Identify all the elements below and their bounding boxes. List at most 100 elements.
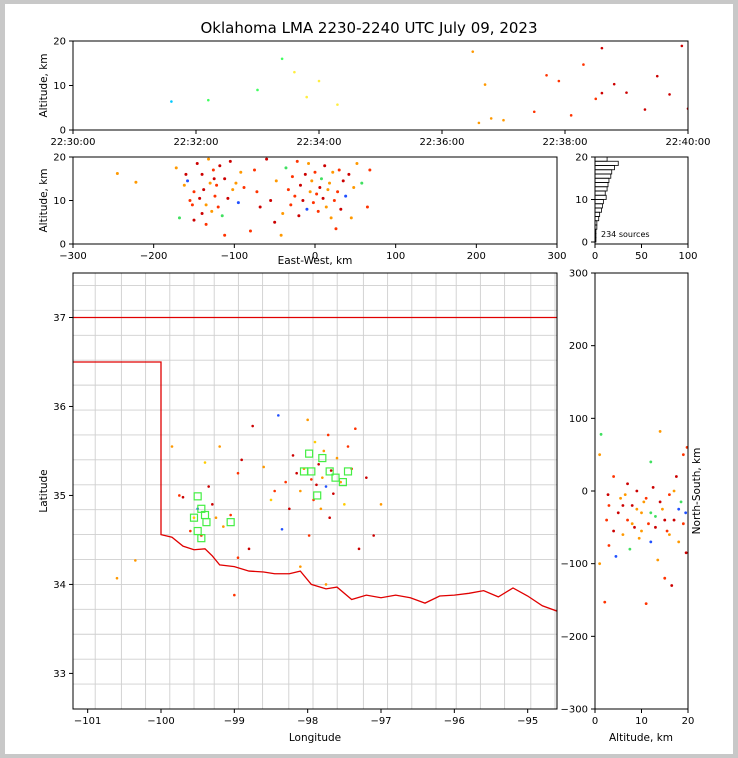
time-altitude-point: [600, 91, 604, 95]
ew-altitude-point: [344, 194, 348, 198]
altitude-ns-point: [649, 460, 653, 464]
ew-altitude-point: [212, 177, 216, 181]
ew-altitude-point: [337, 168, 341, 172]
time-altitude-point: [643, 108, 647, 111]
lma-station-marker: [307, 467, 316, 476]
ew-altitude-point: [223, 177, 227, 181]
altitude-ns-point: [665, 529, 669, 533]
time-altitude-point: [293, 70, 296, 74]
histogram-xtick-label: 100: [678, 251, 697, 262]
altitude-ns-point: [681, 453, 685, 457]
altitude-ns-point: [614, 555, 618, 558]
ew-altitude-point: [332, 199, 336, 202]
altitude-ns-ytick-label: 0: [582, 487, 588, 498]
altitude-ns-point: [616, 511, 620, 515]
map-xtick-label: −97: [370, 716, 391, 727]
ew-altitude-point: [308, 190, 312, 194]
lma-station-marker: [313, 491, 322, 500]
altitude-ns-point: [605, 518, 609, 522]
altitude-ns-point: [637, 536, 641, 540]
ew-altitude-point: [311, 201, 315, 205]
ew-altitude-point: [307, 162, 311, 166]
altitude-ns-point: [644, 496, 648, 500]
map-source-point: [335, 456, 339, 460]
time-altitude-point: [170, 100, 173, 103]
ew-altitude-point: [301, 199, 305, 202]
ew-altitude-point: [192, 218, 196, 222]
map-source-point: [307, 534, 311, 537]
map-source-point: [372, 534, 375, 537]
map-xtick-label: −96: [444, 716, 465, 727]
map-source-point: [211, 503, 214, 506]
map-source-point: [365, 476, 368, 479]
time-altitude-points: [170, 44, 688, 125]
altitude-ns-point: [684, 551, 688, 555]
ew-altitude-point: [188, 199, 192, 202]
histogram-bar: [594, 203, 603, 209]
ew-altitude-point: [289, 203, 293, 207]
altitude-ns-point: [658, 500, 662, 504]
ew-altitude-point: [198, 196, 202, 200]
ew-altitude-point: [323, 164, 327, 168]
ew-altitude-xtick-label: −300: [59, 251, 86, 262]
altitude-ns-point: [649, 540, 653, 544]
histogram-bar: [594, 182, 609, 188]
altitude-ns-point: [626, 482, 629, 486]
lma-station-marker: [325, 467, 334, 476]
ew-altitude-point: [318, 185, 322, 189]
time-altitude-point: [655, 74, 659, 78]
ew-altitude-point: [190, 203, 194, 207]
ew-altitude-point: [215, 183, 219, 187]
map-source-point: [328, 516, 331, 519]
ew-altitude-xlabel: East-West, km: [278, 255, 353, 267]
map-ytick-label: 35: [53, 491, 66, 502]
ew-altitude-point: [368, 168, 372, 172]
map-source-point: [324, 485, 328, 488]
time-altitude-xtick-label: 22:32:00: [174, 137, 219, 148]
histogram-bar: [594, 169, 613, 175]
histogram-source-count: 234 sources: [601, 230, 650, 239]
ew-altitude-xtick-label: −100: [221, 251, 248, 262]
map-source-point: [291, 454, 295, 457]
map-source-point: [262, 465, 265, 469]
ew-altitude-panel: −300 −200 −100 0 100 200 300 0 10 20 Altitude, km…: [38, 153, 567, 268]
histogram-bar: [594, 177, 610, 183]
map-source-point: [379, 503, 383, 506]
ew-altitude-xtick-label: 300: [547, 251, 566, 262]
ew-altitude-point: [248, 229, 252, 233]
ew-altitude-point: [298, 183, 302, 187]
map-source-point: [324, 583, 328, 586]
ew-altitude-point: [269, 199, 273, 202]
altitude-ns-point: [679, 500, 683, 504]
time-altitude-point: [680, 44, 684, 48]
ew-altitude-point: [242, 185, 246, 189]
ew-altitude-point: [202, 188, 206, 192]
altitude-ns-point: [621, 504, 625, 507]
altitude-ns-point: [647, 522, 650, 526]
map-source-point: [170, 445, 174, 448]
map-source-point: [178, 494, 181, 497]
altitude-ns-point: [672, 518, 676, 522]
lma-station-marker: [305, 449, 314, 458]
ew-altitude-point: [347, 172, 351, 176]
ew-altitude-point: [115, 172, 119, 176]
map-xlabel: Longitude: [289, 732, 341, 744]
ew-altitude-point: [231, 188, 235, 192]
ew-altitude-point: [293, 194, 297, 198]
time-altitude-ytick-label: 10: [53, 81, 66, 92]
map-ytick-label: 34: [53, 580, 66, 591]
map-source-point: [295, 471, 298, 475]
histogram-bar: [594, 216, 600, 222]
altitude-ns-point: [630, 504, 634, 507]
map-source-point: [332, 492, 335, 495]
ew-altitude-point: [329, 216, 333, 220]
map-source-point: [354, 427, 357, 431]
ew-altitude-point: [200, 212, 204, 216]
altitude-ns-point: [630, 522, 634, 526]
lma-station-marker: [197, 534, 206, 543]
ew-altitude-point: [200, 172, 204, 176]
ew-altitude-point: [326, 188, 330, 192]
ew-altitude-point: [184, 172, 188, 176]
ew-altitude-axes: [72, 156, 558, 245]
map-source-point: [229, 513, 232, 517]
